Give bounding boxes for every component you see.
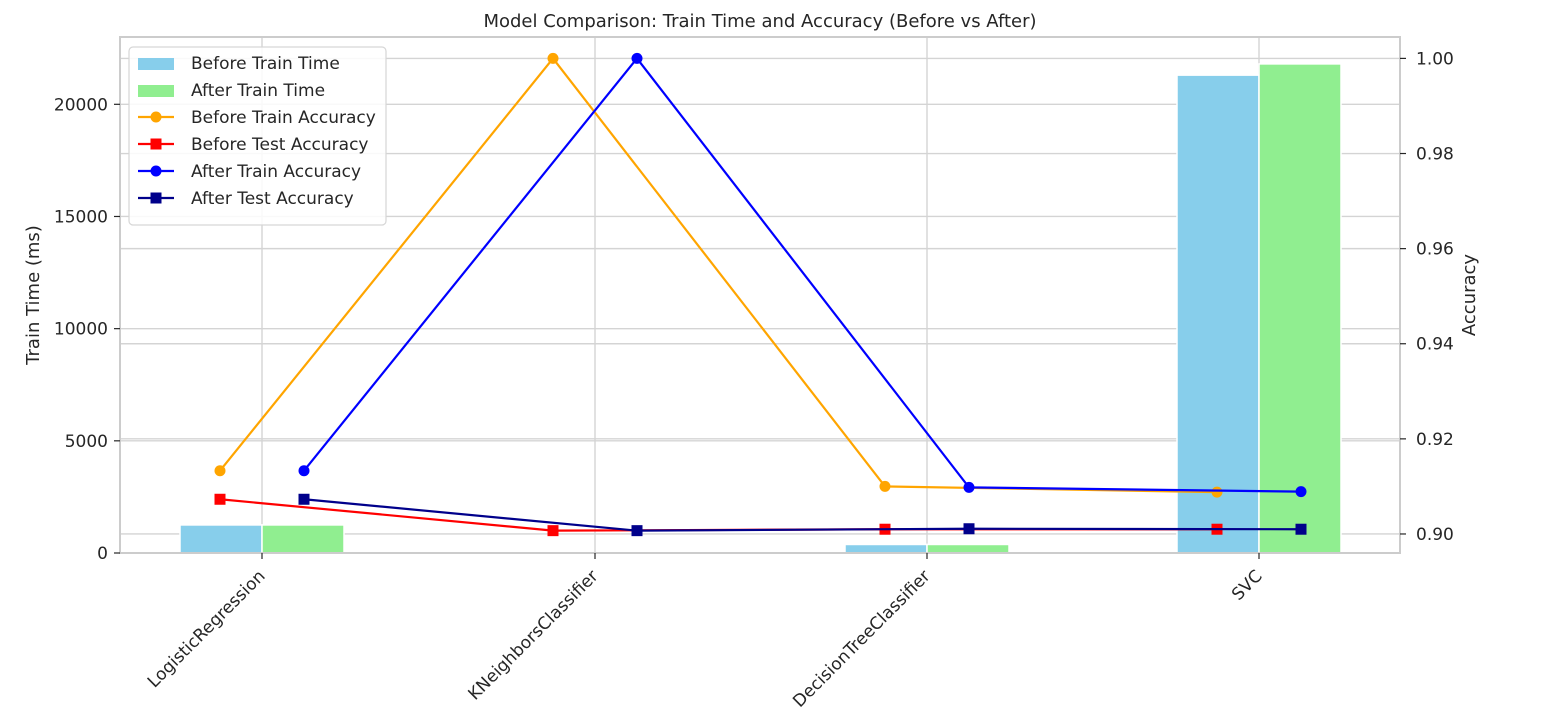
point-before-test-accuracy xyxy=(214,493,226,505)
legend-marker xyxy=(150,165,162,177)
legend-label: After Train Accuracy xyxy=(191,162,361,182)
point-before-train-accuracy xyxy=(1211,486,1223,498)
bar-after-train-time xyxy=(926,543,1010,554)
legend-label: After Test Accuracy xyxy=(191,189,354,209)
legend-label: After Train Time xyxy=(191,81,325,101)
legend-label: Before Test Accuracy xyxy=(191,135,368,155)
right-axis-title: Accuracy xyxy=(1459,254,1480,337)
legend-swatch xyxy=(138,58,174,70)
point-after-train-accuracy xyxy=(1295,486,1307,498)
legend-marker xyxy=(150,138,162,150)
x-axis-ticks: LogisticRegression KNeighborsClassifier De… xyxy=(144,553,1267,712)
right-tick-label: 0.96 xyxy=(1416,240,1454,260)
bar-before-train-time xyxy=(179,524,263,554)
left-tick-label: 20000 xyxy=(54,95,108,115)
line-after-train-accuracy xyxy=(303,56,1302,493)
left-tick-label: 0 xyxy=(97,544,108,564)
x-tick-label: SVC xyxy=(1228,566,1266,604)
bar-marks xyxy=(179,63,1342,554)
legend-label: Before Train Time xyxy=(191,54,340,74)
line-before-test-accuracy xyxy=(219,498,1217,532)
chart-title: Model Comparison: Train Time and Accurac… xyxy=(483,11,1036,32)
legend-swatch xyxy=(138,85,174,97)
left-axis-ticks: 0 5000 10000 15000 20000 xyxy=(54,95,120,564)
legend-marker xyxy=(150,111,162,123)
left-axis-title: Train Time (ms) xyxy=(23,225,44,366)
point-before-train-accuracy xyxy=(214,465,226,477)
bar-after-train-time xyxy=(1258,63,1342,554)
right-tick-label: 0.90 xyxy=(1416,525,1454,545)
line-marks xyxy=(214,52,1307,537)
right-tick-label: 0.92 xyxy=(1416,430,1454,450)
right-tick-label: 0.94 xyxy=(1416,335,1454,355)
point-after-test-accuracy xyxy=(963,523,975,535)
left-tick-label: 10000 xyxy=(54,320,108,340)
right-tick-label: 1.00 xyxy=(1416,49,1454,69)
right-axis-ticks: 0.90 0.92 0.94 0.96 0.98 1.00 xyxy=(1400,49,1454,545)
bar-before-train-time xyxy=(1176,74,1260,554)
left-tick-label: 15000 xyxy=(54,207,108,227)
left-tick-label: 5000 xyxy=(65,432,108,452)
line-after-test-accuracy xyxy=(303,498,1302,532)
plot-frame xyxy=(119,36,1401,554)
legend-marker xyxy=(150,192,162,204)
bar-before-train-time xyxy=(844,543,928,554)
point-after-train-accuracy xyxy=(298,465,310,477)
x-tick-label: DecisionTreeClassifier xyxy=(789,566,934,711)
point-after-train-accuracy xyxy=(963,481,975,493)
chart-legend: Before Train Time After Train Time Before … xyxy=(128,46,387,226)
bar-after-train-time xyxy=(261,524,345,554)
point-before-train-accuracy xyxy=(879,480,891,492)
legend-label: Before Train Accuracy xyxy=(191,108,376,128)
point-after-train-accuracy xyxy=(631,52,643,64)
point-after-test-accuracy xyxy=(1295,523,1307,535)
point-after-test-accuracy xyxy=(631,525,643,537)
right-tick-label: 0.98 xyxy=(1416,145,1454,165)
legend-box xyxy=(128,46,387,226)
point-after-test-accuracy xyxy=(298,493,310,505)
x-tick-label: LogisticRegression xyxy=(144,566,270,692)
point-before-test-accuracy xyxy=(547,525,559,537)
x-tick-label: KNeighborsClassifier xyxy=(464,566,602,704)
point-before-train-accuracy xyxy=(547,52,559,64)
